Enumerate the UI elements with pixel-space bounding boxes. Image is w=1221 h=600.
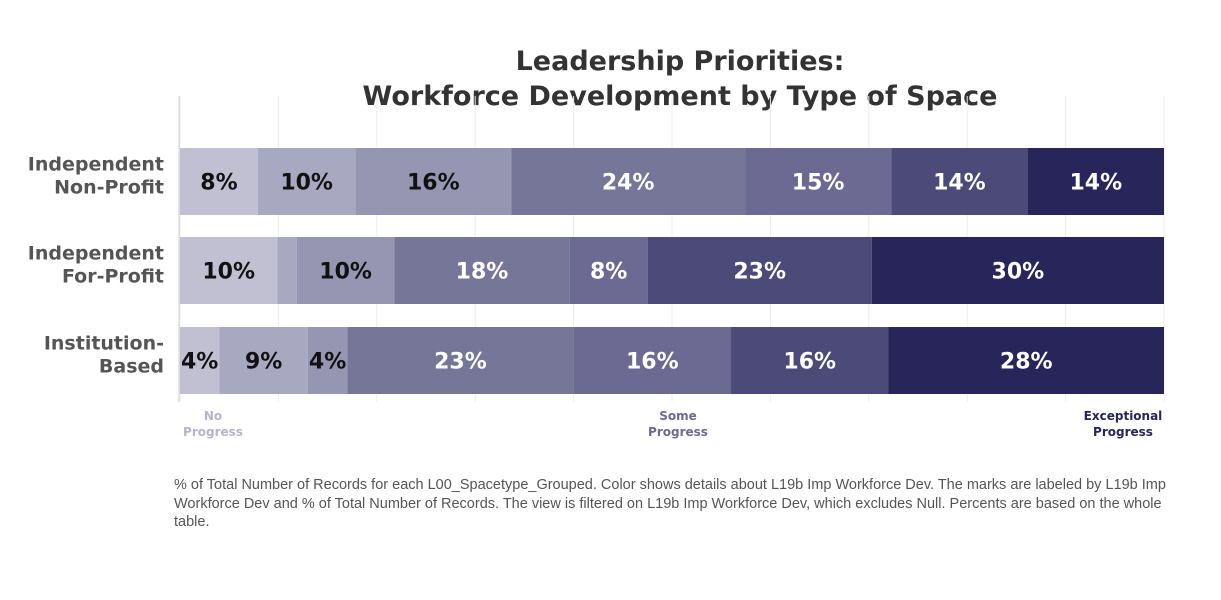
legend-label: Progress xyxy=(1093,425,1153,439)
bar-segment xyxy=(1027,148,1164,215)
bar-segment xyxy=(296,237,395,304)
category-label: Institution- xyxy=(44,333,164,355)
bar-segment xyxy=(394,237,570,304)
data-label: 8% xyxy=(200,171,237,196)
data-label: 15% xyxy=(792,171,845,196)
category-label: Non-Profit xyxy=(54,177,164,199)
bar-segment xyxy=(569,237,648,304)
data-label: 16% xyxy=(783,350,836,375)
bar-segment xyxy=(277,237,297,304)
data-label: 23% xyxy=(434,350,487,375)
data-label: 14% xyxy=(933,171,986,196)
category-label: Based xyxy=(99,356,164,378)
data-label: 8% xyxy=(590,260,627,285)
legend-label: Progress xyxy=(648,425,708,439)
bar-segment xyxy=(647,237,872,304)
data-label: 4% xyxy=(181,350,218,375)
category-label: For-Profit xyxy=(62,266,164,288)
bar-segment xyxy=(219,327,308,394)
bar-segment xyxy=(180,327,220,394)
data-label: 28% xyxy=(1000,350,1053,375)
bar-segment xyxy=(731,327,889,394)
bar-segment xyxy=(347,327,574,394)
data-label: 10% xyxy=(202,260,255,285)
legend-label: No xyxy=(204,409,222,423)
data-label: 10% xyxy=(319,260,372,285)
data-label: 24% xyxy=(602,171,655,196)
chart-title: Leadership Priorities: Workforce Develop… xyxy=(180,44,1180,114)
bar-segment xyxy=(891,148,1028,215)
bar-segment xyxy=(511,148,746,215)
data-label: 30% xyxy=(992,260,1045,285)
bar-segment xyxy=(573,327,732,394)
data-label: 4% xyxy=(309,350,346,375)
data-label: 14% xyxy=(1069,171,1122,196)
data-label: 18% xyxy=(456,260,509,285)
data-label: 16% xyxy=(626,350,679,375)
category-label: Independent xyxy=(28,243,164,265)
data-label: 9% xyxy=(245,350,282,375)
bar-segment xyxy=(871,237,1164,304)
chart-footnote: % of Total Number of Records for each L0… xyxy=(174,477,1166,530)
data-label: 10% xyxy=(280,171,333,196)
data-label: 16% xyxy=(407,171,460,196)
bar-segment xyxy=(888,327,1164,394)
legend-label: Exceptional xyxy=(1084,409,1163,423)
bar-segment xyxy=(307,327,348,394)
bar-segment xyxy=(745,148,892,215)
bar-segment xyxy=(355,148,512,215)
chart-title-line-1: Leadership Priorities: xyxy=(515,46,845,77)
bar-segment xyxy=(180,148,258,215)
category-label: Independent xyxy=(28,154,164,176)
bar-segment xyxy=(257,148,356,215)
chart-title-line-2: Workforce Development by Type of Space xyxy=(362,81,998,112)
bar-segment xyxy=(180,237,278,304)
legend-label: Progress xyxy=(183,425,243,439)
data-label: 23% xyxy=(733,260,786,285)
legend-label: Some xyxy=(659,409,697,423)
